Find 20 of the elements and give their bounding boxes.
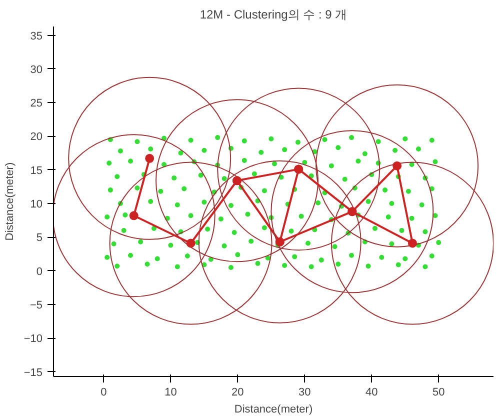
y-tick-label: 5 [36,232,43,244]
y-tick-label: 15 [30,164,43,177]
y-tick-label: 30 [30,64,43,76]
y-tick-label: 35 [30,30,43,42]
y-tick-label: 0 [36,266,43,278]
x-tick-label: 20 [232,386,244,398]
y-axis-title: Distance(meter) [4,162,16,241]
y-tick-label: 10 [30,198,43,211]
x-tick-label: 10 [164,386,177,398]
y-tick-label: −15 [24,366,43,379]
x-axis-title: Distance(meter) [234,404,313,416]
x-tick-label: 50 [432,386,445,398]
y-tick-label: 25 [30,98,43,110]
y-tick-label: −10 [24,333,43,346]
chart-title: 12M - Clustering의 수 : 9 개 [200,8,348,22]
x-tick-label: 0 [100,386,107,398]
y-tick-label: 20 [30,131,43,144]
y-tick-label: −5 [30,299,43,312]
x-tick-label: 30 [298,386,311,398]
x-tick-label: 40 [365,386,378,398]
